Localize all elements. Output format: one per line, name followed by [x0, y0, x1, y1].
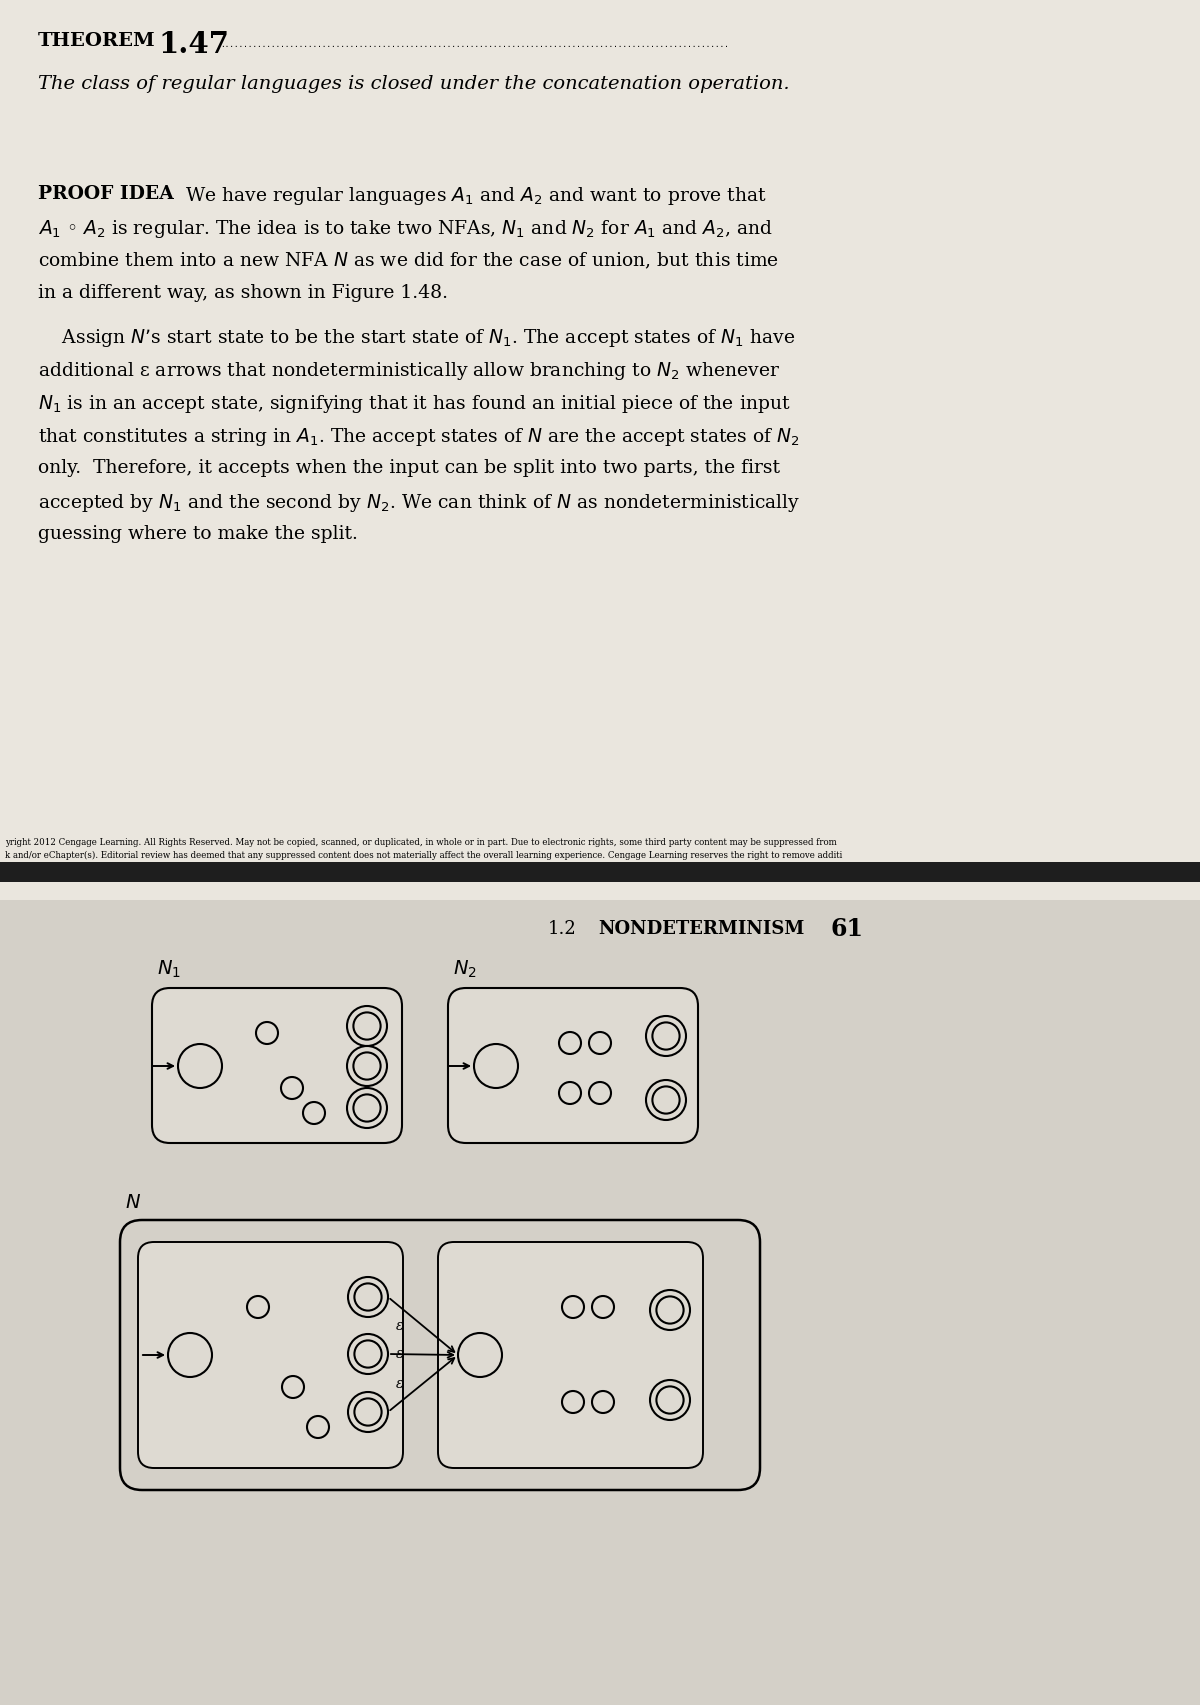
- Text: 1.2: 1.2: [548, 921, 577, 938]
- Circle shape: [178, 1043, 222, 1088]
- Text: 61: 61: [830, 917, 863, 941]
- Text: in a different way, as shown in Figure 1.48.: in a different way, as shown in Figure 1…: [38, 285, 448, 302]
- Text: ................................................................................: ........................................…: [220, 39, 728, 49]
- Text: 1.47: 1.47: [158, 31, 229, 60]
- Text: ε: ε: [396, 1320, 403, 1333]
- Bar: [0, 863, 1200, 881]
- Circle shape: [559, 1083, 581, 1105]
- Circle shape: [256, 1021, 278, 1043]
- Circle shape: [474, 1043, 518, 1088]
- Circle shape: [650, 1379, 690, 1420]
- Circle shape: [646, 1079, 686, 1120]
- Text: combine them into a new NFA $N$ as we did for the case of union, but this time: combine them into a new NFA $N$ as we di…: [38, 251, 779, 271]
- Circle shape: [347, 1088, 386, 1129]
- Circle shape: [562, 1391, 584, 1413]
- Circle shape: [347, 1045, 386, 1086]
- FancyBboxPatch shape: [152, 987, 402, 1142]
- Text: $N_2$: $N_2$: [454, 958, 476, 980]
- Text: The class of regular languages is closed under the concatenation operation.: The class of regular languages is closed…: [38, 75, 790, 94]
- Text: Assign $N$’s start state to be the start state of $N_1$. The accept states of $N: Assign $N$’s start state to be the start…: [38, 327, 796, 350]
- FancyBboxPatch shape: [438, 1241, 703, 1468]
- Text: additional ε arrows that nondeterministically allow branching to $N_2$ whenever: additional ε arrows that nondeterministi…: [38, 360, 780, 382]
- Text: guessing where to make the split.: guessing where to make the split.: [38, 525, 358, 542]
- Circle shape: [646, 1016, 686, 1055]
- Circle shape: [247, 1296, 269, 1318]
- Circle shape: [589, 1032, 611, 1054]
- Text: $A_1$ ◦ $A_2$ is regular. The idea is to take two NFAs, $N_1$ and $N_2$ for $A_1: $A_1$ ◦ $A_2$ is regular. The idea is to…: [38, 218, 773, 240]
- Circle shape: [282, 1376, 304, 1398]
- Circle shape: [589, 1083, 611, 1105]
- Circle shape: [302, 1101, 325, 1124]
- Bar: [0, 900, 1200, 1705]
- Circle shape: [348, 1333, 388, 1374]
- Circle shape: [592, 1296, 614, 1318]
- Text: NONDETERMINISM: NONDETERMINISM: [598, 921, 804, 938]
- Text: $N_1$: $N_1$: [157, 958, 181, 980]
- Text: $N$: $N$: [125, 1194, 142, 1212]
- Text: ε: ε: [396, 1376, 403, 1391]
- Circle shape: [168, 1333, 212, 1378]
- Text: $N_1$ is in an accept state, signifying that it has found an initial piece of th: $N_1$ is in an accept state, signifying …: [38, 392, 791, 414]
- Circle shape: [458, 1333, 502, 1378]
- Circle shape: [562, 1296, 584, 1318]
- FancyBboxPatch shape: [448, 987, 698, 1142]
- Circle shape: [592, 1391, 614, 1413]
- Circle shape: [348, 1277, 388, 1316]
- Circle shape: [348, 1391, 388, 1432]
- Text: that constitutes a string in $A_1$. The accept states of $N$ are the accept stat: that constitutes a string in $A_1$. The …: [38, 426, 799, 448]
- Circle shape: [347, 1006, 386, 1045]
- Text: PROOF IDEA: PROOF IDEA: [38, 186, 174, 203]
- Text: yright 2012 Cengage Learning. All Rights Reserved. May not be copied, scanned, o: yright 2012 Cengage Learning. All Rights…: [5, 837, 842, 873]
- Circle shape: [281, 1078, 302, 1100]
- Circle shape: [559, 1032, 581, 1054]
- FancyBboxPatch shape: [120, 1221, 760, 1490]
- Text: We have regular languages $A_1$ and $A_2$ and want to prove that: We have regular languages $A_1$ and $A_2…: [185, 186, 767, 206]
- FancyBboxPatch shape: [138, 1241, 403, 1468]
- Bar: [0, 0, 1200, 900]
- Text: THEOREM: THEOREM: [38, 32, 156, 49]
- Text: ε: ε: [396, 1347, 403, 1362]
- Circle shape: [307, 1415, 329, 1437]
- Circle shape: [650, 1291, 690, 1330]
- Text: only.  Therefore, it accepts when the input can be split into two parts, the fir: only. Therefore, it accepts when the inp…: [38, 459, 780, 477]
- Text: accepted by $N_1$ and the second by $N_2$. We can think of $N$ as nondeterminist: accepted by $N_1$ and the second by $N_2…: [38, 493, 800, 513]
